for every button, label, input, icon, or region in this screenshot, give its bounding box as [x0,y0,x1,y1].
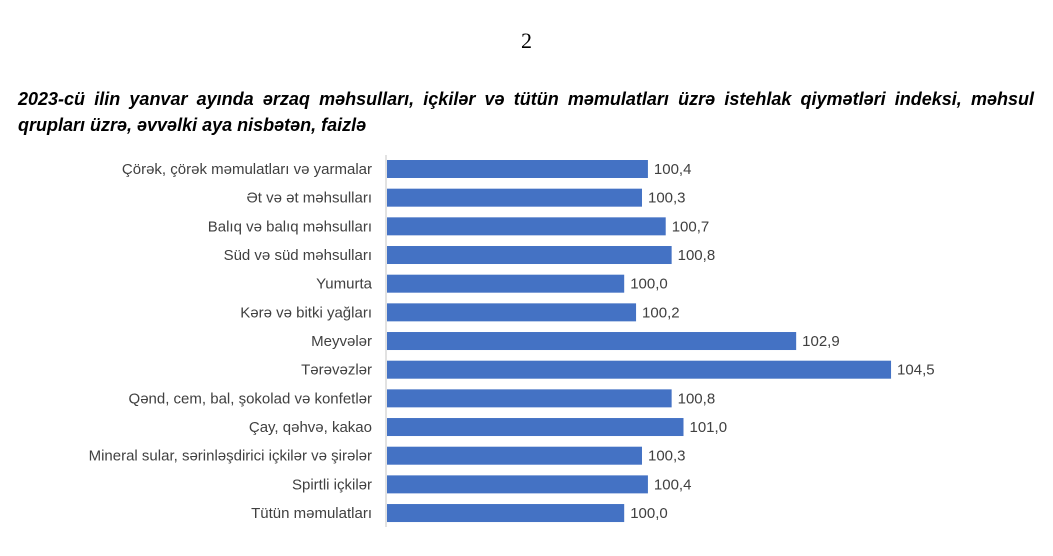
bar [387,274,625,293]
category-label: Tütün məmulatları [251,505,372,522]
chart-title: 2023-cü ilin yanvar ayında ərzaq məhsull… [18,89,1034,135]
category-label: Meyvələr [311,333,372,350]
data-label: 100,0 [630,276,668,293]
category-label: Süd və süd məhsulları [224,247,372,264]
data-label: 100,8 [678,247,716,264]
bar [387,418,684,437]
data-label: 104,5 [897,362,935,379]
data-label: 100,4 [654,476,692,493]
category-label: Spirtli içkilər [292,476,372,493]
category-label: Kərə və bitki yağları [240,304,372,321]
bar [387,360,892,379]
data-label: 100,3 [648,448,686,465]
bar [387,389,672,408]
category-label: Ət və ət məhsulları [246,190,372,207]
category-label: Mineral sular, sərinləşdirici içkilər və… [89,448,372,465]
bar [387,246,672,265]
bar [387,188,642,207]
data-label: 100,8 [678,390,716,407]
category-label: Yumurta [316,276,373,293]
category-label: Balıq və balıq məhsulları [208,218,372,235]
bar [387,160,648,178]
category-label: Qənd, cem, bal, şokolad və konfetlər [129,390,372,407]
category-label: Tərəvəzlər [301,362,372,379]
bar [387,504,625,523]
data-label: 100,0 [630,505,668,522]
data-label: 101,0 [690,419,728,436]
data-label: 100,3 [648,190,686,207]
page-number: 2 [521,28,532,53]
bar [387,475,648,494]
data-label: 100,7 [672,218,710,235]
bar [387,446,642,465]
data-label: 100,4 [654,161,692,178]
bar [387,303,637,322]
category-label: Çay, qəhvə, kakao [249,419,372,436]
bar [387,217,666,236]
bar [387,332,797,351]
category-label: Çörək, çörək məmulatları və yarmalar [122,161,372,178]
data-label: 100,2 [642,304,680,321]
data-label: 102,9 [802,333,840,350]
